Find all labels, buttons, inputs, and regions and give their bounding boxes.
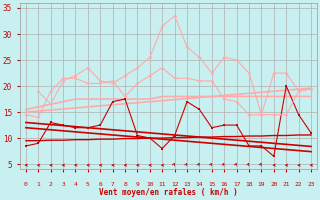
- X-axis label: Vent moyen/en rafales ( km/h ): Vent moyen/en rafales ( km/h ): [99, 188, 238, 197]
